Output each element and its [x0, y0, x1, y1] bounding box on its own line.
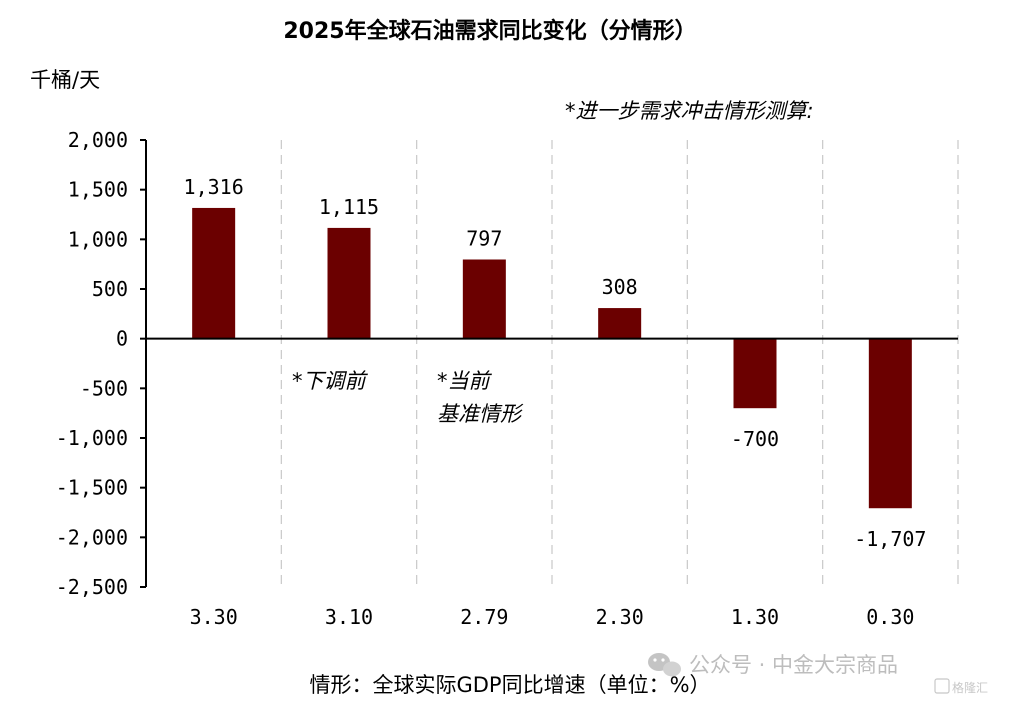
data-label-5: -1,707 — [854, 527, 926, 551]
bar-0.30 — [868, 338, 912, 509]
data-label-0: 1,316 — [184, 175, 244, 199]
current-baseline-annotation-line2: 基准情形 — [437, 402, 524, 426]
y-tick-label-9: -2,500 — [56, 575, 128, 599]
wechat-icon — [648, 653, 681, 677]
bar-3.10 — [327, 227, 371, 339]
scenario-header-annotation: *进一步需求冲击情形测算: — [565, 99, 814, 123]
x-tick-label-1: 3.10 — [325, 605, 373, 629]
chart-title: 2025年全球石油需求同比变化（分情形） — [283, 18, 696, 44]
y-tick-label-3: 500 — [92, 277, 128, 301]
watermark-logo-text: 格隆汇 — [952, 680, 988, 695]
x-tick-label-5: 0.30 — [866, 605, 914, 629]
x-tick-labels: 3.30 3.10 2.79 2.30 1.30 0.30 — [190, 605, 915, 629]
data-label-2: 797 — [466, 226, 502, 250]
before-revision-annotation: *下调前 — [292, 369, 368, 393]
y-tick-label-5: -500 — [80, 376, 128, 400]
x-axis-title: 情形：全球实际GDP同比增速（单位：%） — [309, 673, 710, 697]
x-tick-label-0: 3.30 — [190, 605, 238, 629]
bar-3.30 — [192, 207, 236, 339]
x-tick-label-3: 2.30 — [596, 605, 644, 629]
data-label-3: 308 — [602, 275, 638, 299]
bar-2.79 — [462, 259, 506, 339]
y-tick-labels: 2,000 1,500 1,000 500 0 -500 -1,000 -1,500 -2,00… — [56, 128, 128, 599]
data-labels: 1,316 1,115 797 308 -700 -1,707 — [184, 175, 927, 551]
watermark-logo-box — [934, 678, 950, 694]
y-tick-label-1: 1,500 — [68, 178, 128, 202]
y-axis-unit: 千桶/天 — [30, 68, 100, 92]
watermark: 公众号 · 中金大宗商品 格隆汇 — [648, 653, 988, 695]
bars-layer — [192, 207, 912, 509]
data-label-4: -700 — [731, 427, 779, 451]
axes-layer — [140, 139, 958, 588]
current-baseline-annotation-line1: *当前 — [437, 369, 492, 393]
x-tick-label-4: 1.30 — [731, 605, 779, 629]
y-tick-label-2: 1,000 — [68, 227, 128, 251]
y-tick-label-6: -1,000 — [56, 426, 128, 450]
watermark-text: 公众号 · 中金大宗商品 — [689, 653, 898, 677]
bar-1.30 — [733, 338, 777, 409]
x-tick-label-2: 2.79 — [460, 605, 508, 629]
bar-2.30 — [598, 308, 642, 339]
y-tick-label-7: -1,500 — [56, 476, 128, 500]
y-tick-label-8: -2,000 — [56, 525, 128, 549]
data-label-1: 1,115 — [319, 195, 379, 219]
grid-layer — [280, 140, 959, 587]
y-tick-label-4: 0 — [116, 327, 128, 351]
y-tick-label-0: 2,000 — [68, 128, 128, 152]
